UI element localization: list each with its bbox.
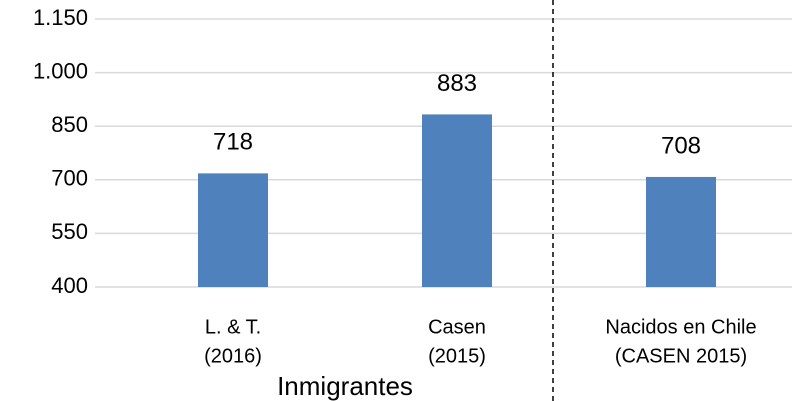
y-tick-label: 700 <box>51 166 88 191</box>
x-tick-label: (CASEN 2015) <box>615 345 747 367</box>
x-tick-label: (2016) <box>204 345 262 367</box>
bar <box>198 173 268 287</box>
value-label: 883 <box>437 70 477 97</box>
x-tick-label: (2015) <box>428 345 486 367</box>
y-tick-label: 550 <box>51 219 88 244</box>
x-tick-label: Casen <box>428 316 486 338</box>
x-tick-label: Nacidos en Chile <box>605 316 756 338</box>
x-tick-label: L. & T. <box>205 316 261 338</box>
value-label: 718 <box>213 129 253 156</box>
y-tick-label: 1.150 <box>33 5 88 30</box>
group-label: Inmigrantes <box>277 371 413 401</box>
value-label: 708 <box>661 132 701 159</box>
bar <box>422 114 492 288</box>
y-tick-label: 400 <box>51 273 88 298</box>
bar <box>646 176 716 287</box>
y-tick-label: 1.000 <box>33 58 88 83</box>
y-tick-label: 850 <box>51 112 88 137</box>
